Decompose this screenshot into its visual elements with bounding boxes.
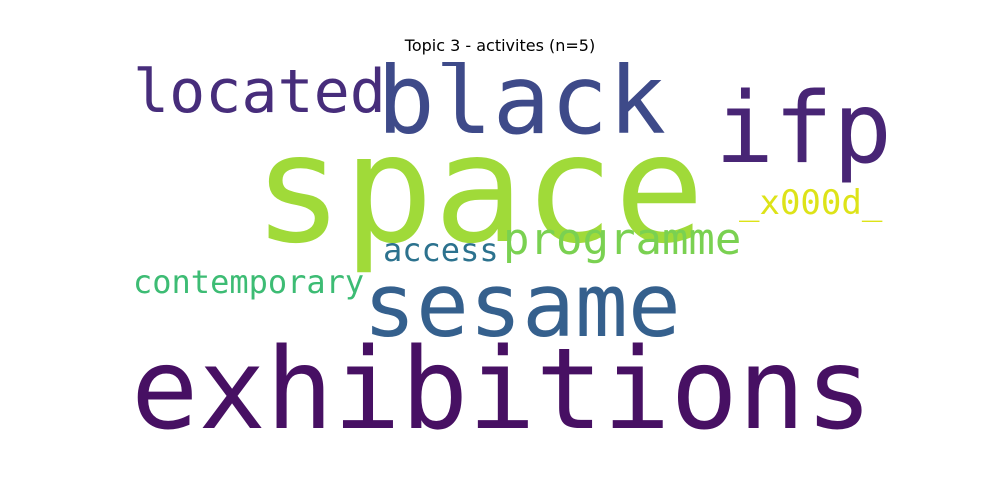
word-black: black (377, 62, 666, 156)
word-space: space (253, 103, 705, 277)
word-programme: programme (503, 214, 742, 265)
word-sesame: sesame (363, 254, 681, 357)
word-access: access (383, 231, 499, 269)
word-exhibitions: exhibitions (131, 325, 873, 450)
word-located: located (133, 62, 386, 127)
word-ifp: ifp (715, 72, 893, 186)
word-contemporary: contemporary (133, 263, 365, 301)
word-cloud: space exhibitions black sesame ifp locat… (125, 62, 901, 450)
figure-title: Topic 3 - activites (n=5) (404, 36, 596, 55)
word-x000d: _x000d_ (739, 183, 883, 223)
